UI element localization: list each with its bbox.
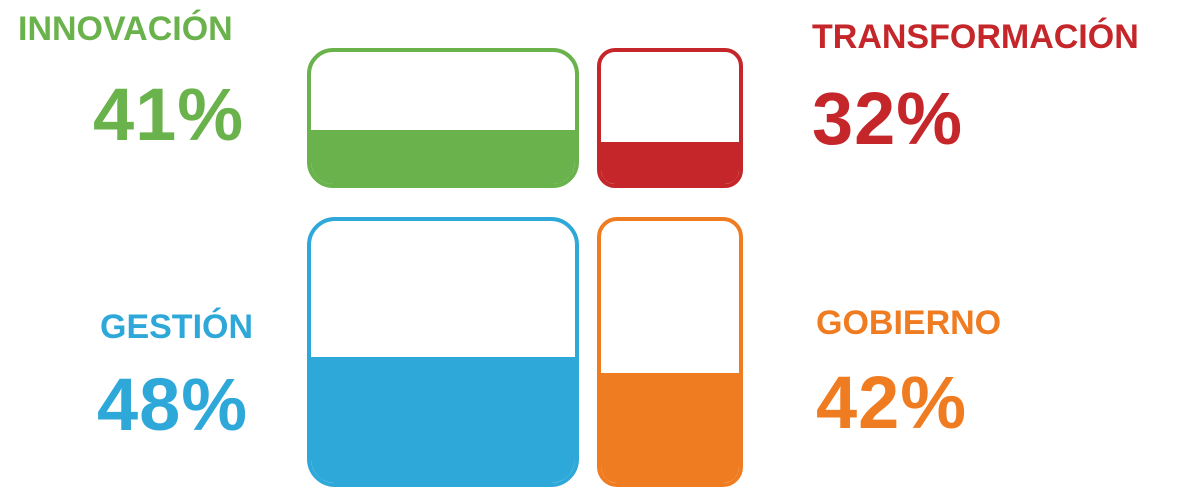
category-label-gobierno: GOBIERNO xyxy=(816,304,1002,342)
gauge-fill-transformacion xyxy=(601,141,739,184)
category-label-gestion: GESTIÓN xyxy=(100,308,254,346)
category-label-transformacion: TRANSFORMACIÓN xyxy=(812,18,1139,56)
gauge-gobierno xyxy=(597,217,743,487)
gauge-fill-innovacion xyxy=(311,129,575,184)
value-label-innovacion: 41% xyxy=(93,73,245,156)
value-label-gestion: 48% xyxy=(97,363,249,446)
value-label-transformacion: 32% xyxy=(812,77,964,160)
gauge-innovacion xyxy=(307,48,579,188)
value-label-gobierno: 42% xyxy=(816,361,968,444)
gauge-gestion xyxy=(307,217,579,487)
gauge-fill-gobierno xyxy=(601,372,739,483)
category-label-innovacion: INNOVACIÓN xyxy=(18,10,233,48)
gauge-fill-gestion xyxy=(311,357,575,483)
gauge-transformacion xyxy=(597,48,743,188)
